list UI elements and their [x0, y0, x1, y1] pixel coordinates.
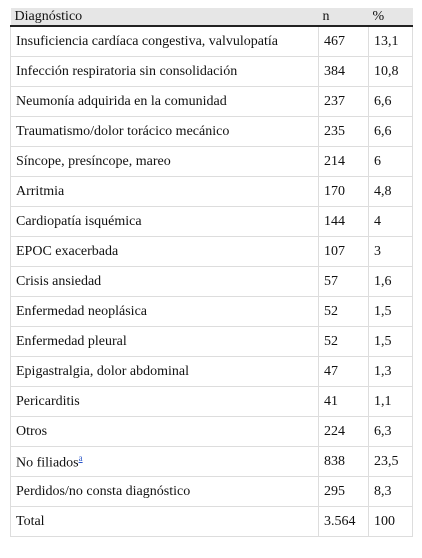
table-cell: 10,8 [368, 56, 413, 87]
table-cell: 838 [318, 446, 369, 477]
table-cell: 41 [318, 386, 369, 417]
header-cell: % [368, 8, 413, 27]
table-cell: 170 [318, 176, 369, 207]
table-row: Epigastralgia, dolor abdominal 47 1,3 [10, 356, 413, 387]
table-row: Infección respiratoria sin consolidación… [10, 56, 413, 87]
table-cell: Cardiopatía isquémica [10, 206, 319, 237]
table-cell: 1,3 [368, 356, 413, 387]
table-cell: Total [10, 506, 319, 537]
table-cell: Traumatismo/dolor torácico mecánico [10, 116, 319, 147]
table-row: Total 3.564 100 [10, 506, 413, 537]
table-cell: 4 [368, 206, 413, 237]
table-row: Cardiopatía isquémica 144 4 [10, 206, 413, 237]
table-cell: 52 [318, 326, 369, 357]
table-cell: 144 [318, 206, 369, 237]
table-row: EPOC exacerbada 107 3 [10, 236, 413, 267]
table-cell: 47 [318, 356, 369, 387]
table-cell: 23,5 [368, 446, 413, 477]
table-row: Perdidos/no consta diagnóstico 295 8,3 [10, 476, 413, 507]
footnote-sup: a [79, 451, 83, 464]
table-cell: 6,3 [368, 416, 413, 447]
table-cell: Epigastralgia, dolor abdominal [10, 356, 319, 387]
table-cell: Crisis ansiedad [10, 266, 319, 297]
header-row: Diagnóstico n% [10, 8, 413, 27]
table-row: Crisis ansiedad 57 1,6 [10, 266, 413, 297]
table-row: No filiadosa 838 23,5 [10, 446, 413, 477]
table-cell: 3 [368, 236, 413, 267]
table-cell: 8,3 [368, 476, 413, 507]
table-cell: Neumonía adquirida en la comunidad [10, 86, 319, 117]
table-cell: 224 [318, 416, 369, 447]
table-cell: 57 [318, 266, 369, 297]
table-cell: 235 [318, 116, 369, 147]
table-cell: 1,1 [368, 386, 413, 417]
table-cell: Otros [10, 416, 319, 447]
table-cell: No filiadosa [10, 446, 319, 477]
table-row: Otros 224 6,3 [10, 416, 413, 447]
table-row: Traumatismo/dolor torácico mecánico 235 6,… [10, 116, 413, 147]
table-row: Insuficiencia cardíaca congestiva, valvu… [10, 25, 413, 57]
table-cell: 1,5 [368, 296, 413, 327]
table-cell: Insuficiencia cardíaca congestiva, valvu… [10, 25, 319, 57]
table-cell: Pericarditis [10, 386, 319, 417]
table-cell: 100 [368, 506, 413, 537]
table-cell: 6 [368, 146, 413, 177]
table-cell: Enfermedad pleural [10, 326, 319, 357]
table-cell: 295 [318, 476, 369, 507]
table-cell: 3.564 [318, 506, 369, 537]
table-cell: Perdidos/no consta diagnóstico [10, 476, 319, 507]
data-table: Diagnóstico n% Insuficiencia cardíaca con… [10, 8, 413, 537]
table-cell: Arritmia [10, 176, 319, 207]
table-row: Síncope, presíncope, mareo 214 6 [10, 146, 413, 177]
table-cell: 384 [318, 56, 369, 87]
table-cell: Enfermedad neoplásica [10, 296, 319, 327]
table-cell: 13,1 [368, 25, 413, 57]
table-cell: 214 [318, 146, 369, 177]
table-cell: 6,6 [368, 116, 413, 147]
table-row: Arritmia 170 4,8 [10, 176, 413, 207]
table-cell: 1,6 [368, 266, 413, 297]
footnote-link[interactable]: a [78, 453, 83, 464]
header-cell: Diagnóstico [10, 8, 319, 27]
table-row: Enfermedad pleural 52 1,5 [10, 326, 413, 357]
table-cell: EPOC exacerbada [10, 236, 319, 267]
table-row: Neumonía adquirida en la comunidad 237 6,6 [10, 86, 413, 117]
table-row: Pericarditis 41 1,1 [10, 386, 413, 417]
table-cell: 1,5 [368, 326, 413, 357]
table-cell: Síncope, presíncope, mareo [10, 146, 319, 177]
table-cell: 107 [318, 236, 369, 267]
table-cell: 52 [318, 296, 369, 327]
table-row: Enfermedad neoplásica 52 1,5 [10, 296, 413, 327]
table-cell: 467 [318, 25, 369, 57]
table-cell: 237 [318, 86, 369, 117]
table-cell: 4,8 [368, 176, 413, 207]
table-cell: 6,6 [368, 86, 413, 117]
table-cell: Infección respiratoria sin consolidación [10, 56, 319, 87]
header-cell: n [318, 8, 369, 27]
